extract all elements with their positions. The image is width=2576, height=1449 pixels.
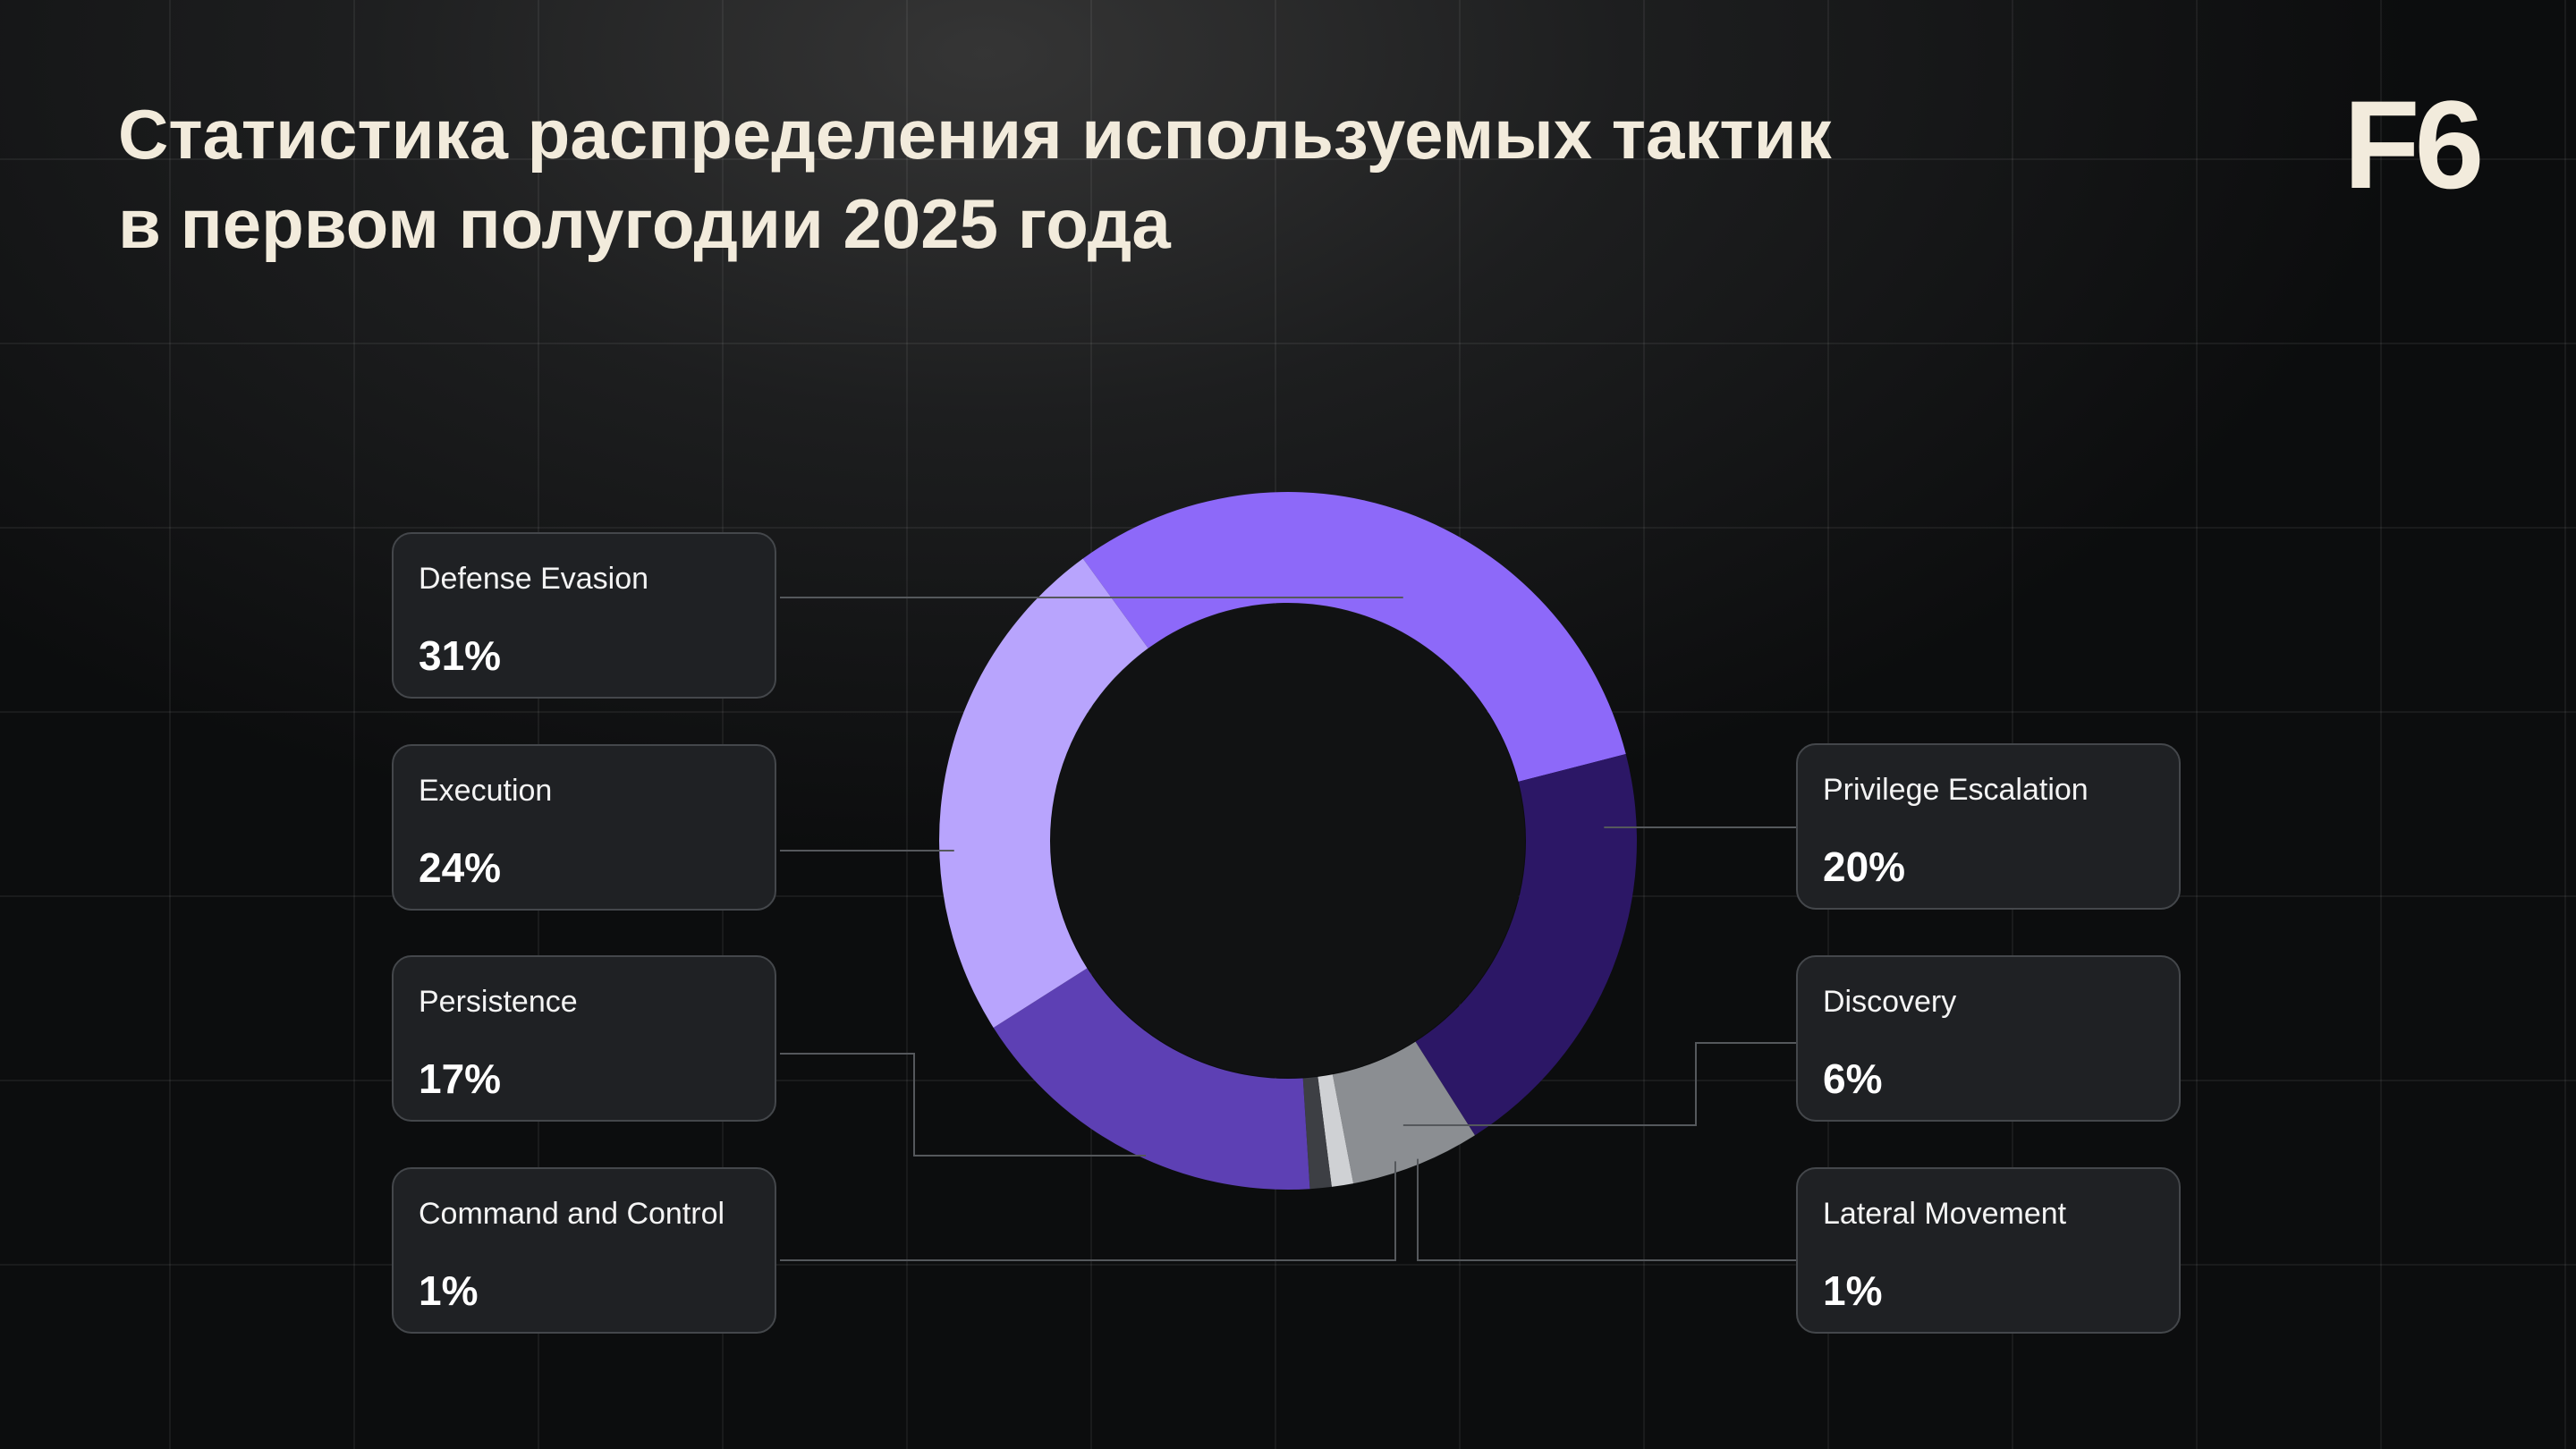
donut-slice-execution xyxy=(939,558,1148,1028)
card-label: Defense Evasion xyxy=(419,562,649,596)
card-execution: Execution 24% xyxy=(392,744,776,911)
donut-slice-privilege-escalation xyxy=(1415,754,1637,1136)
page-title: Статистика распределения используемых та… xyxy=(118,89,1996,268)
card-label: Discovery xyxy=(1823,985,1957,1019)
connector-persistence xyxy=(780,1053,1147,1157)
card-command-and-control: Command and Control 1% xyxy=(392,1167,776,1334)
title-line-1: Статистика распределения используемых та… xyxy=(118,95,1832,174)
card-persistence: Persistence 17% xyxy=(392,955,776,1122)
f6-logo: F6 xyxy=(2343,74,2484,215)
card-label: Lateral Movement xyxy=(1823,1197,2067,1231)
donut-slice-discovery xyxy=(1332,1041,1475,1184)
donut-slice-defense-evasion xyxy=(1082,492,1626,782)
donut-slice-lateral-movement xyxy=(1318,1074,1354,1187)
card-label: Execution xyxy=(419,774,553,808)
card-percent: 24% xyxy=(419,844,502,891)
card-percent: 1% xyxy=(1823,1267,1883,1314)
donut-hole xyxy=(1051,604,1525,1078)
card-privilege-escalation: Privilege Escalation 20% xyxy=(1796,743,2181,910)
donut-slice-command-and-control xyxy=(1302,1076,1332,1190)
card-discovery: Discovery 6% xyxy=(1796,955,2181,1122)
connector-discovery xyxy=(1402,1042,1796,1126)
card-percent: 6% xyxy=(1823,1055,1883,1102)
connector-command-and-control xyxy=(780,1161,1396,1261)
card-defense-evasion: Defense Evasion 31% xyxy=(392,532,776,699)
title-line-2: в первом полугодии 2025 года xyxy=(118,184,1171,263)
connector-lateral-movement xyxy=(1417,1158,1796,1261)
card-percent: 20% xyxy=(1823,843,1906,890)
card-label: Privilege Escalation xyxy=(1823,773,2089,807)
card-lateral-movement: Lateral Movement 1% xyxy=(1796,1167,2181,1334)
card-percent: 31% xyxy=(419,632,502,679)
card-label: Persistence xyxy=(419,985,578,1019)
donut-slice-persistence xyxy=(993,968,1310,1191)
card-percent: 1% xyxy=(419,1267,479,1314)
card-percent: 17% xyxy=(419,1055,502,1102)
card-label: Command and Control xyxy=(419,1197,725,1231)
